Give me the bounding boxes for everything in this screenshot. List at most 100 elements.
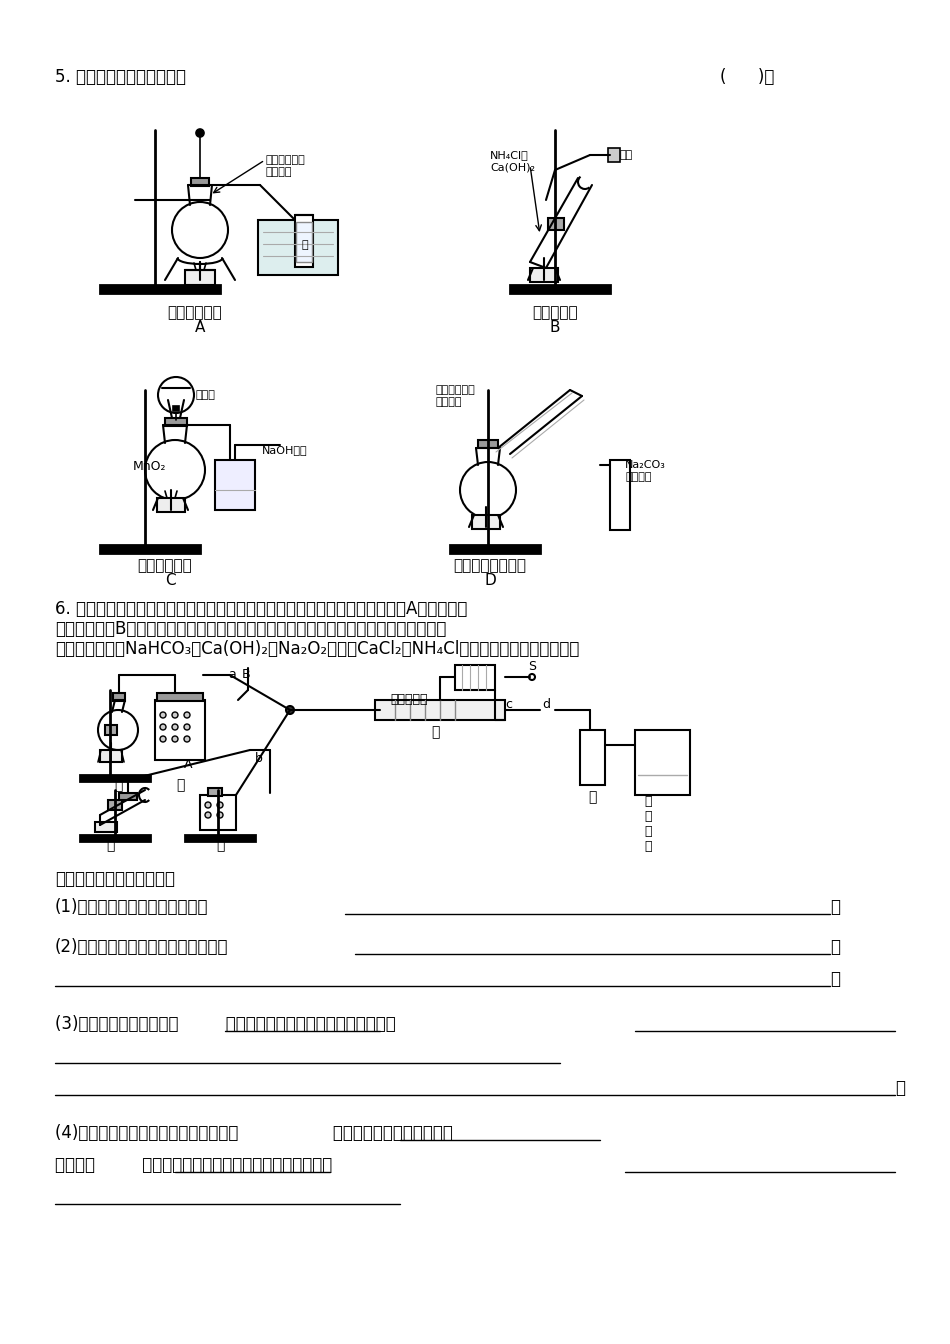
Text: Na₂CO₃: Na₂CO₃ [625, 460, 666, 470]
Text: B: B [242, 668, 251, 681]
Text: 实验室制氨: 实验室制氨 [532, 305, 578, 320]
Circle shape [217, 802, 223, 808]
Bar [610, 460, 630, 530]
Circle shape [184, 712, 190, 718]
Text: 甲: 甲 [114, 778, 123, 792]
Text: A: A [195, 320, 205, 335]
Text: 尾
气
吸
收: 尾 气 吸 收 [644, 796, 652, 853]
Circle shape [184, 724, 190, 730]
Bar [580, 730, 605, 785]
Bar [113, 694, 125, 702]
Bar [173, 406, 179, 411]
Text: D: D [484, 573, 496, 589]
Text: 实验室制氯气: 实验室制氯气 [138, 558, 192, 573]
Bar [258, 220, 338, 276]
Text: S: S [528, 660, 536, 673]
Circle shape [172, 712, 178, 718]
Bar [530, 267, 558, 282]
Text: 丁: 丁 [216, 839, 224, 852]
Text: 。: 。 [830, 970, 840, 988]
Bar [608, 148, 620, 163]
Text: C: C [164, 573, 176, 589]
Bar [208, 788, 222, 796]
Bar [100, 285, 220, 293]
Bar [548, 218, 564, 230]
Circle shape [160, 737, 166, 742]
Text: 5. 下列实验装置图正确的是: 5. 下列实验装置图正确的是 [55, 69, 186, 86]
Text: 酒精、浓硫酸: 酒精、浓硫酸 [265, 155, 305, 165]
Text: (2)甲和丙中反应的化学方程式分别是: (2)甲和丙中反应的化学方程式分别是 [55, 938, 229, 956]
Text: 和碎瓷片: 和碎瓷片 [265, 167, 292, 177]
Text: a: a [228, 668, 236, 681]
Text: 水: 水 [302, 241, 309, 250]
Bar [100, 546, 200, 552]
Text: 饱和溶液: 饱和溶液 [625, 472, 652, 482]
Text: NaOH溶液: NaOH溶液 [262, 445, 308, 456]
Circle shape [172, 724, 178, 730]
Text: 红热的铂丝: 红热的铂丝 [390, 694, 428, 706]
Bar [296, 222, 312, 262]
Bar [105, 724, 117, 735]
Bar [155, 700, 205, 759]
Bar [295, 215, 313, 267]
Bar [80, 835, 150, 841]
Text: 乙: 乙 [176, 778, 184, 792]
Circle shape [217, 812, 223, 818]
Text: 实验室制乙酸乙酯: 实验室制乙酸乙酯 [453, 558, 526, 573]
Bar [510, 285, 610, 293]
Text: 浓盐酸: 浓盐酸 [195, 390, 215, 401]
Text: (4)戊中发生的主要反应的化学方程式为                  。此反应是吸热反应还是放: (4)戊中发生的主要反应的化学方程式为 。此反应是吸热反应还是放 [55, 1124, 453, 1142]
Bar [157, 694, 203, 702]
Text: (1)如何检查整套装置的气密性：: (1)如何检查整套装置的气密性： [55, 898, 208, 917]
Bar [108, 800, 122, 810]
Text: A: A [183, 758, 192, 771]
Text: 。: 。 [830, 898, 840, 917]
Text: Ca(OH)₂: Ca(OH)₂ [490, 163, 535, 172]
Text: ，: ， [830, 938, 840, 956]
Bar [200, 796, 236, 831]
Text: 和浓硫酸: 和浓硫酸 [435, 396, 462, 407]
Bar [95, 823, 117, 832]
Circle shape [196, 129, 204, 137]
Text: MnO₂: MnO₂ [133, 460, 167, 473]
Circle shape [205, 802, 211, 808]
Text: 实验室制乙烯: 实验室制乙烯 [167, 305, 222, 320]
Circle shape [172, 737, 178, 742]
Text: 。: 。 [895, 1079, 905, 1097]
Text: 根据图中装置和现象回答：: 根据图中装置和现象回答： [55, 870, 175, 888]
Text: 6. 实验室中用如图所示装置进行气体性质实验。图中用箭头表示气体的流向，A为一种纯净: 6. 实验室中用如图所示装置进行气体性质实验。图中用箭头表示气体的流向，A为一种… [55, 599, 467, 618]
Text: (3)丁中应选用的干燥剂是         ，为什么不选用所给的另一种干燥剂？: (3)丁中应选用的干燥剂是 ，为什么不选用所给的另一种干燥剂？ [55, 1015, 448, 1034]
Text: 戊: 戊 [430, 724, 439, 739]
Circle shape [205, 812, 211, 818]
Text: NH₄Cl和: NH₄Cl和 [490, 151, 529, 160]
Bar [100, 750, 122, 762]
Text: 干燥的气体，B是另一种气体，己仪器中有红棕色气体出现。实验中所用的药品只能从下: 干燥的气体，B是另一种气体，己仪器中有红棕色气体出现。实验中所用的药品只能从下 [55, 620, 446, 638]
Bar [191, 177, 209, 185]
Circle shape [160, 712, 166, 718]
Text: b: b [255, 753, 263, 765]
Circle shape [184, 737, 190, 742]
Bar [478, 439, 498, 448]
Bar [119, 793, 137, 800]
Bar [450, 546, 540, 552]
Text: (      )。: ( )。 [720, 69, 774, 86]
Text: 乙醇、冰醋酸: 乙醇、冰醋酸 [435, 384, 475, 395]
Bar [157, 499, 185, 512]
Bar [375, 700, 505, 720]
Bar [80, 775, 150, 781]
Bar [472, 515, 500, 530]
Circle shape [160, 724, 166, 730]
Bar [455, 665, 495, 689]
Text: 丙: 丙 [105, 839, 114, 852]
Text: B: B [550, 320, 560, 335]
Text: 棉花: 棉花 [620, 151, 634, 160]
Bar [185, 835, 255, 841]
Bar [215, 460, 255, 509]
Circle shape [286, 706, 294, 714]
Text: c: c [505, 698, 512, 711]
Text: 列物质中选取：NaHCO₃、Ca(OH)₂、Na₂O₂、无水CaCl₂、NH₄Cl、碱石灰等固体和蒸馏水。: 列物质中选取：NaHCO₃、Ca(OH)₂、Na₂O₂、无水CaCl₂、NH₄C… [55, 640, 580, 659]
Bar [185, 270, 215, 285]
Bar [635, 730, 690, 796]
Bar [165, 418, 187, 426]
Text: d: d [542, 698, 550, 711]
